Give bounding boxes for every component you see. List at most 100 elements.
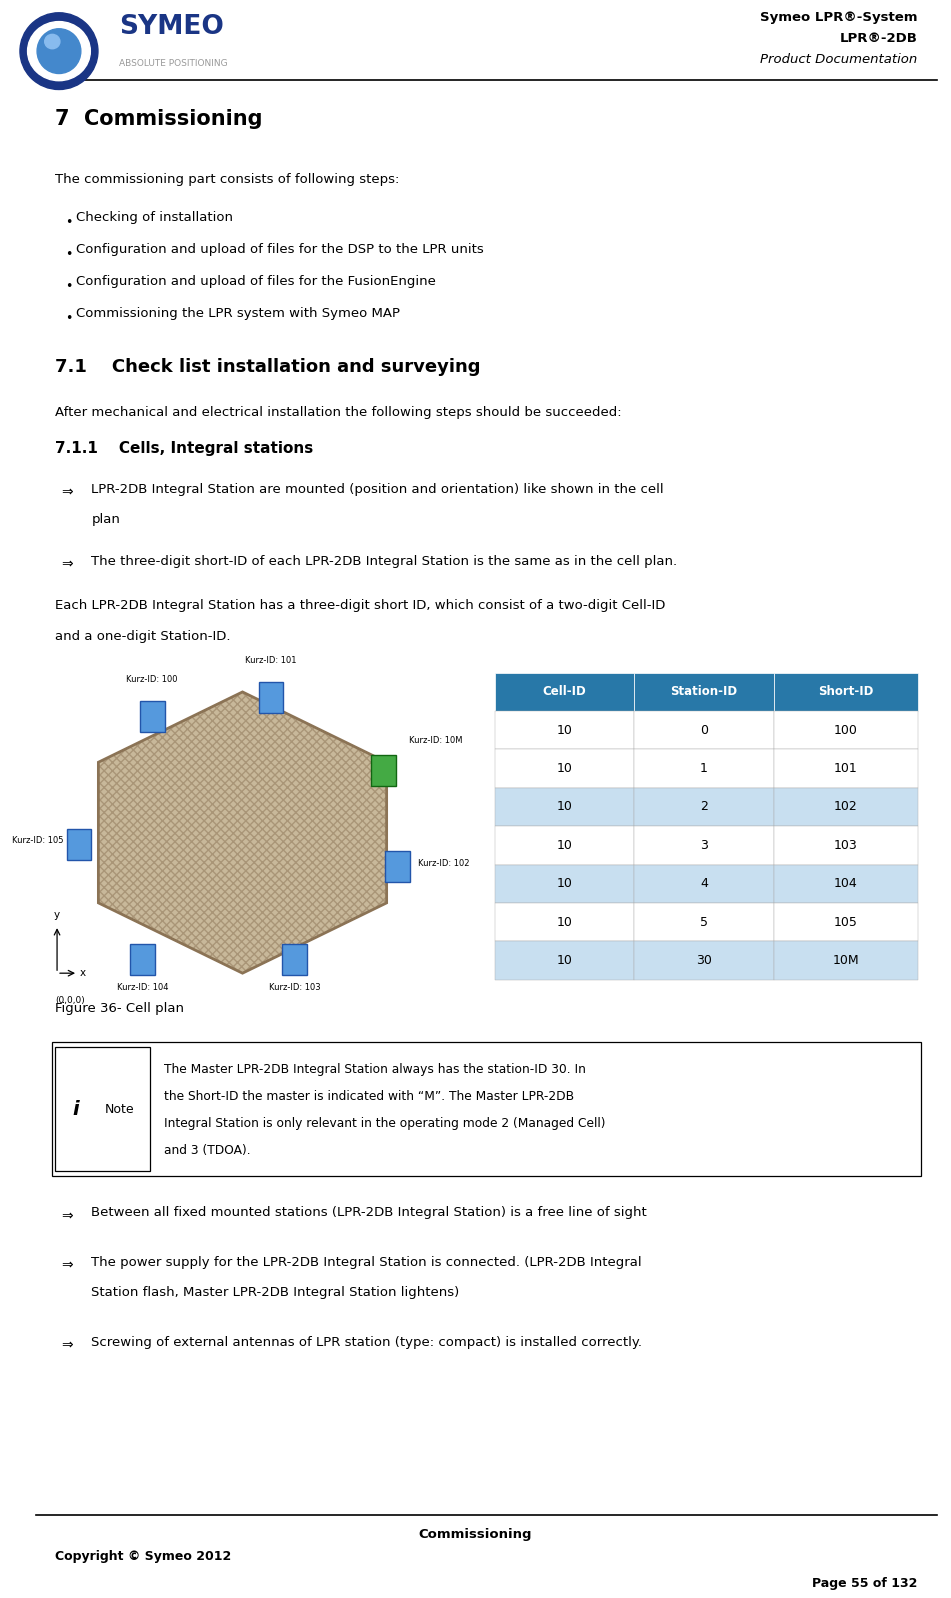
Text: Kurz-ID: 104: Kurz-ID: 104 [117,983,168,992]
Text: 10: 10 [556,916,573,928]
Text: The Master LPR-2DB Integral Station always has the station-ID 30. In: The Master LPR-2DB Integral Station alwa… [164,1063,586,1075]
FancyBboxPatch shape [385,852,410,882]
Text: Commissioning: Commissioning [418,1528,533,1540]
Text: 0: 0 [700,724,708,737]
Text: Commissioning the LPR system with Symeo MAP: Commissioning the LPR system with Symeo … [76,307,400,320]
FancyBboxPatch shape [495,826,634,865]
FancyBboxPatch shape [774,826,918,865]
Text: 103: 103 [834,839,858,852]
Text: 104: 104 [834,877,858,890]
Text: 7.1.1    Cells, Integral stations: 7.1.1 Cells, Integral stations [55,441,314,455]
Text: ⇒: ⇒ [61,1208,72,1222]
FancyBboxPatch shape [495,788,634,826]
Text: ⇒: ⇒ [61,1258,72,1272]
Text: 100: 100 [834,724,858,737]
Text: and a one-digit Station-ID.: and a one-digit Station-ID. [55,630,231,642]
Text: •: • [65,216,72,229]
FancyBboxPatch shape [774,865,918,903]
Text: Kurz-ID: 103: Kurz-ID: 103 [269,983,320,992]
Ellipse shape [28,21,90,80]
FancyBboxPatch shape [55,1047,150,1171]
Text: LPR®-2DB: LPR®-2DB [840,32,918,45]
FancyBboxPatch shape [634,673,774,711]
Text: i: i [73,1099,79,1119]
Text: Kurz-ID: 105: Kurz-ID: 105 [12,836,64,845]
Text: x: x [80,968,86,978]
Text: Kurz-ID: 100: Kurz-ID: 100 [126,674,178,684]
Text: 30: 30 [696,954,712,967]
Text: and 3 (TDOA).: and 3 (TDOA). [164,1144,250,1157]
Text: 5: 5 [700,916,708,928]
Text: Screwing of external antennas of LPR station (type: compact) is installed correc: Screwing of external antennas of LPR sta… [91,1336,642,1349]
Text: 7  Commissioning: 7 Commissioning [55,109,262,129]
Text: Figure 36- Cell plan: Figure 36- Cell plan [55,1002,184,1015]
Text: 102: 102 [834,801,858,813]
Text: 1: 1 [700,762,708,775]
FancyBboxPatch shape [774,749,918,788]
FancyBboxPatch shape [67,829,91,860]
FancyBboxPatch shape [282,944,307,975]
FancyBboxPatch shape [634,941,774,980]
Text: Page 55 of 132: Page 55 of 132 [812,1577,918,1590]
Text: 10: 10 [556,954,573,967]
Text: The commissioning part consists of following steps:: The commissioning part consists of follo… [55,173,399,185]
Text: •: • [65,280,72,292]
Text: Symeo LPR®-System: Symeo LPR®-System [760,11,918,24]
FancyBboxPatch shape [774,711,918,749]
Text: 101: 101 [834,762,858,775]
Text: Cell-ID: Cell-ID [542,686,586,698]
Ellipse shape [20,13,98,89]
Text: 10: 10 [556,877,573,890]
FancyBboxPatch shape [634,749,774,788]
Text: SYMEO: SYMEO [119,14,223,40]
FancyBboxPatch shape [495,903,634,941]
FancyBboxPatch shape [259,682,283,713]
Text: 105: 105 [834,916,858,928]
FancyBboxPatch shape [634,788,774,826]
Text: Configuration and upload of files for the FusionEngine: Configuration and upload of files for th… [76,275,436,288]
Text: (0,0,0): (0,0,0) [55,996,85,1005]
FancyBboxPatch shape [774,788,918,826]
Text: ⇒: ⇒ [61,556,72,570]
Ellipse shape [45,34,60,48]
Text: plan: plan [91,513,120,526]
FancyBboxPatch shape [495,749,634,788]
FancyBboxPatch shape [634,903,774,941]
FancyBboxPatch shape [495,865,634,903]
FancyBboxPatch shape [774,673,918,711]
Text: Each LPR-2DB Integral Station has a three-digit short ID, which consist of a two: Each LPR-2DB Integral Station has a thre… [55,599,666,612]
Text: Between all fixed mounted stations (LPR-2DB Integral Station) is a free line of : Between all fixed mounted stations (LPR-… [91,1206,647,1219]
Polygon shape [98,692,387,973]
Text: After mechanical and electrical installation the following steps should be succe: After mechanical and electrical installa… [55,406,622,419]
Text: 10: 10 [556,762,573,775]
Text: 10: 10 [556,801,573,813]
Text: Product Documentation: Product Documentation [761,53,918,66]
FancyBboxPatch shape [634,826,774,865]
Text: Kurz-ID: 101: Kurz-ID: 101 [245,655,297,665]
Text: 10: 10 [556,839,573,852]
Text: Integral Station is only relevant in the operating mode 2 (Managed Cell): Integral Station is only relevant in the… [164,1117,605,1130]
Text: Configuration and upload of files for the DSP to the LPR units: Configuration and upload of files for th… [76,243,484,256]
Text: Station-ID: Station-ID [670,686,738,698]
Text: Checking of installation: Checking of installation [76,211,233,224]
Text: 10M: 10M [832,954,859,967]
Text: LPR-2DB Integral Station are mounted (position and orientation) like shown in th: LPR-2DB Integral Station are mounted (po… [91,483,664,495]
FancyBboxPatch shape [634,865,774,903]
FancyBboxPatch shape [634,711,774,749]
Text: 4: 4 [700,877,708,890]
FancyBboxPatch shape [495,941,634,980]
Text: Copyright © Symeo 2012: Copyright © Symeo 2012 [55,1550,231,1563]
Text: The three-digit short-ID of each LPR-2DB Integral Station is the same as in the : The three-digit short-ID of each LPR-2DB… [91,555,677,567]
Text: 10: 10 [556,724,573,737]
FancyBboxPatch shape [130,944,155,975]
FancyBboxPatch shape [774,903,918,941]
FancyBboxPatch shape [140,702,165,732]
Text: Kurz-ID: 10M: Kurz-ID: 10M [409,735,462,745]
Text: Kurz-ID: 102: Kurz-ID: 102 [418,858,470,868]
Text: Station flash, Master LPR-2DB Integral Station lightens): Station flash, Master LPR-2DB Integral S… [91,1286,459,1299]
Text: ABSOLUTE POSITIONING: ABSOLUTE POSITIONING [119,59,227,69]
Text: •: • [65,312,72,324]
Text: The power supply for the LPR-2DB Integral Station is connected. (LPR-2DB Integra: The power supply for the LPR-2DB Integra… [91,1256,642,1269]
Ellipse shape [37,29,81,74]
FancyBboxPatch shape [495,711,634,749]
